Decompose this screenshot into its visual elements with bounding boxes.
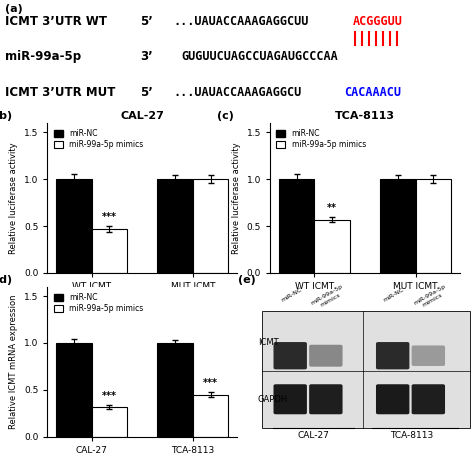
Bar: [380, 179, 416, 273]
Text: miR-99a-5p: miR-99a-5p: [5, 51, 81, 63]
Bar: [91, 407, 127, 437]
Text: 5’: 5’: [140, 15, 153, 28]
Text: GAPDH: GAPDH: [258, 395, 288, 404]
Text: GUGUUCUAGCCUAGAUGCCCAA: GUGUUCUAGCCUAGAUGCCCAA: [181, 51, 338, 63]
Bar: [279, 179, 314, 273]
Text: ICMT 3’UTR WT: ICMT 3’UTR WT: [5, 15, 107, 28]
FancyBboxPatch shape: [376, 384, 410, 414]
Text: miR-NC: miR-NC: [383, 287, 405, 303]
Text: ...UAUACCAAAGAGGCU: ...UAUACCAAAGAGGCU: [173, 86, 301, 99]
Text: miR-99a-5p
mimics: miR-99a-5p mimics: [413, 283, 449, 311]
Bar: [157, 179, 193, 273]
Text: ...UAUACCAAAGAGGCUU: ...UAUACCAAAGAGGCUU: [173, 15, 309, 28]
Bar: [193, 394, 228, 437]
FancyBboxPatch shape: [376, 342, 410, 369]
Legend: miR-NC, miR-99a-5p mimics: miR-NC, miR-99a-5p mimics: [51, 126, 146, 152]
Title: TCA-8113: TCA-8113: [335, 111, 395, 121]
FancyBboxPatch shape: [411, 345, 445, 366]
Text: (a): (a): [5, 4, 22, 14]
Legend: miR-NC, miR-99a-5p mimics: miR-NC, miR-99a-5p mimics: [274, 126, 368, 152]
Text: (e): (e): [238, 275, 255, 285]
Text: 5’: 5’: [140, 86, 153, 99]
Text: ***: ***: [203, 378, 218, 388]
Bar: [193, 179, 228, 273]
Text: CACAAACU: CACAAACU: [345, 86, 401, 99]
Y-axis label: Relative luciferase activity: Relative luciferase activity: [232, 142, 241, 254]
Title: CAL-27: CAL-27: [120, 111, 164, 121]
Bar: [56, 343, 91, 437]
Text: TCA-8113: TCA-8113: [390, 431, 433, 440]
Text: ***: ***: [102, 212, 117, 222]
Text: ICMT 3’UTR MUT: ICMT 3’UTR MUT: [5, 86, 115, 99]
Legend: miR-NC, miR-99a-5p mimics: miR-NC, miR-99a-5p mimics: [51, 290, 146, 315]
Text: miR-NC: miR-NC: [280, 287, 303, 303]
FancyBboxPatch shape: [411, 384, 445, 414]
Text: (b): (b): [0, 111, 12, 121]
Bar: [314, 219, 350, 273]
Text: miR-99a-5p
mimics: miR-99a-5p mimics: [310, 283, 347, 311]
Bar: [157, 343, 193, 437]
Y-axis label: Relative luciferase activity: Relative luciferase activity: [9, 142, 18, 254]
Text: **: **: [327, 203, 337, 213]
Y-axis label: Relative ICMT mRNA expression: Relative ICMT mRNA expression: [9, 294, 18, 429]
Text: ICMT: ICMT: [258, 338, 279, 347]
FancyBboxPatch shape: [262, 311, 470, 428]
FancyBboxPatch shape: [309, 345, 343, 367]
Text: ACGGGUU: ACGGGUU: [353, 15, 403, 28]
Text: (d): (d): [0, 275, 12, 285]
Bar: [416, 179, 451, 273]
FancyBboxPatch shape: [273, 342, 307, 369]
Text: (c): (c): [217, 111, 234, 121]
Text: CAL-27: CAL-27: [298, 431, 329, 440]
FancyBboxPatch shape: [309, 384, 343, 414]
Text: ***: ***: [102, 391, 117, 401]
Text: 3’: 3’: [140, 51, 153, 63]
FancyBboxPatch shape: [273, 384, 307, 414]
Bar: [56, 179, 91, 273]
Bar: [91, 229, 127, 273]
